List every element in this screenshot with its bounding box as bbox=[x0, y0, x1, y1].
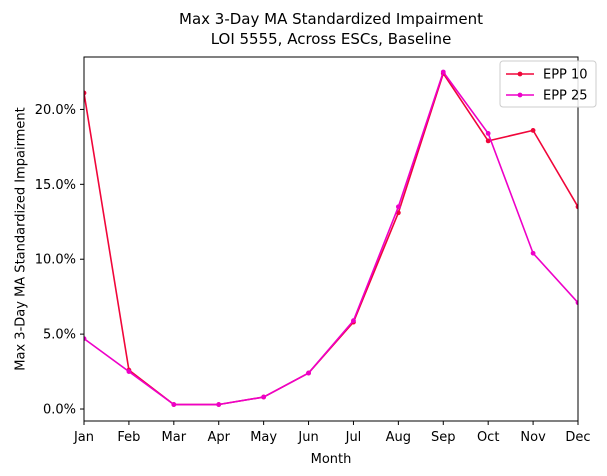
x-axis: Jan Feb Mar Apr May Jun Jul Aug Sep Oct Nov Dec bbox=[73, 421, 591, 445]
y-axis: 0.0% 5.0% 10.0% 15.0% 20.0% bbox=[35, 103, 84, 418]
data-point bbox=[84, 90, 87, 96]
data-point bbox=[171, 402, 177, 407]
x-tick-label: Jun bbox=[297, 430, 318, 445]
data-point bbox=[485, 138, 491, 144]
data-point bbox=[530, 127, 536, 133]
data-point bbox=[261, 394, 267, 400]
data-point bbox=[351, 318, 356, 324]
x-tick-label: May bbox=[250, 430, 277, 445]
x-tick-label: Mar bbox=[162, 430, 187, 445]
legend-marker bbox=[517, 71, 523, 77]
x-tick-label: Sep bbox=[431, 430, 456, 445]
x-tick-label: Dec bbox=[565, 430, 590, 445]
series-line-1 bbox=[84, 72, 578, 406]
data-point bbox=[395, 204, 401, 210]
legend-label: EPP 10 bbox=[543, 68, 588, 83]
data-point bbox=[216, 402, 222, 407]
plot-area bbox=[84, 69, 578, 407]
data-point bbox=[84, 336, 87, 342]
data-point bbox=[126, 369, 132, 374]
legend-marker bbox=[517, 92, 523, 98]
legend: EPP 10 EPP 25 bbox=[499, 60, 597, 108]
y-tick-label: 5.0% bbox=[43, 328, 76, 343]
x-tick-label: Oct bbox=[477, 430, 499, 445]
chart-title: Max 3-Day MA Standardized Impairment bbox=[179, 10, 483, 28]
series-group bbox=[84, 69, 578, 407]
y-tick-label: 0.0% bbox=[43, 403, 76, 418]
x-tick-label: Apr bbox=[207, 430, 230, 445]
data-point bbox=[530, 250, 536, 256]
x-axis-label: Month bbox=[311, 452, 352, 467]
data-point bbox=[575, 300, 578, 306]
x-tick-label: Jul bbox=[345, 430, 362, 445]
y-tick-label: 20.0% bbox=[35, 103, 76, 118]
axes-frame bbox=[83, 56, 579, 422]
y-axis-label: Max 3-Day MA Standardized Impairment bbox=[14, 107, 29, 370]
series-line-2 bbox=[84, 71, 578, 406]
data-point bbox=[575, 204, 578, 210]
x-tick-label: Feb bbox=[117, 430, 140, 445]
y-tick-label: 15.0% bbox=[35, 178, 76, 193]
x-tick-label: Jan bbox=[73, 430, 94, 445]
data-point bbox=[306, 370, 311, 376]
chart-subtitle: LOI 5555, Across ESCs, Baseline bbox=[211, 30, 452, 48]
data-point bbox=[440, 69, 446, 75]
x-tick-label: Nov bbox=[520, 430, 546, 445]
legend-label: EPP 25 bbox=[543, 89, 588, 104]
y-tick-label: 10.0% bbox=[35, 253, 76, 268]
data-point bbox=[485, 130, 491, 136]
x-tick-label: Aug bbox=[386, 430, 411, 445]
